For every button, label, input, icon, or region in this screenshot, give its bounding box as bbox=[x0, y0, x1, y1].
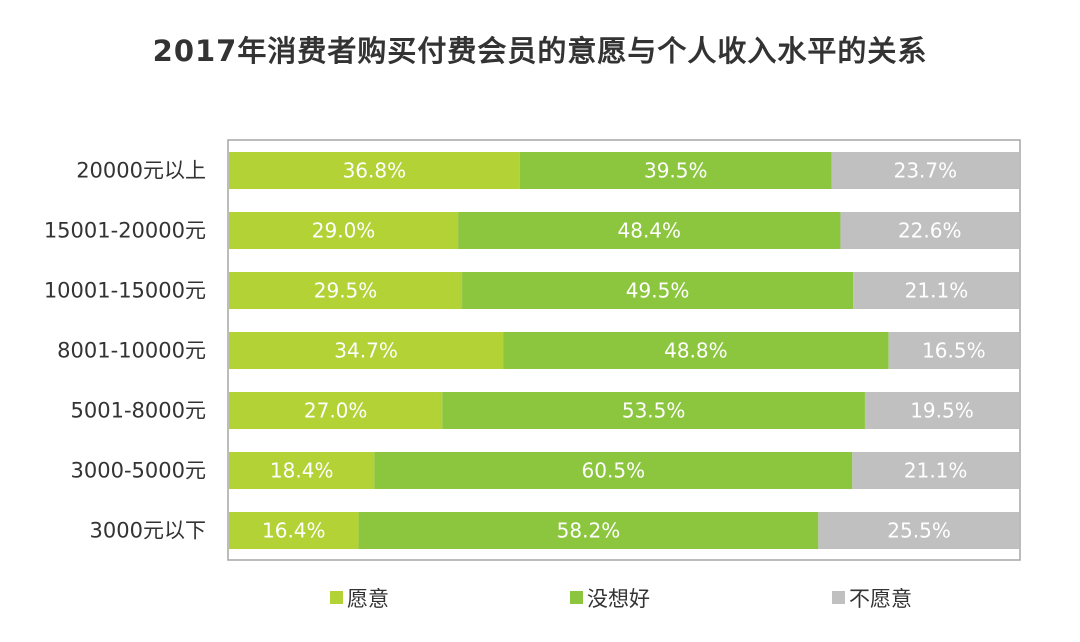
bar-segment bbox=[888, 332, 1019, 369]
bar-segment bbox=[458, 212, 841, 249]
data-label: 22.6% bbox=[898, 219, 962, 243]
bar-segment bbox=[442, 392, 865, 429]
bar-segment bbox=[229, 272, 463, 309]
category-labels: 20000元以上 15001-20000元 10001-15000元 8001-100… bbox=[44, 159, 206, 543]
data-label: 16.5% bbox=[922, 339, 986, 363]
data-label: 39.5% bbox=[644, 159, 708, 183]
data-label: 49.5% bbox=[626, 279, 690, 303]
data-label: 21.1% bbox=[904, 459, 968, 483]
bar-segment bbox=[462, 272, 854, 309]
data-label: 53.5% bbox=[622, 399, 686, 423]
bar-segment bbox=[229, 212, 459, 249]
bar-segment bbox=[864, 392, 1019, 429]
bar-segment bbox=[374, 452, 853, 489]
bar-segment bbox=[358, 512, 819, 549]
bar-segment bbox=[519, 152, 832, 189]
data-label: 16.4% bbox=[262, 519, 326, 543]
category-label: 10001-15000元 bbox=[44, 279, 206, 303]
data-label: 19.5% bbox=[910, 399, 974, 423]
category-label: 20000元以上 bbox=[76, 159, 206, 183]
legend-swatch bbox=[330, 591, 343, 604]
data-label: 27.0% bbox=[304, 399, 368, 423]
bar-segment bbox=[229, 452, 375, 489]
legend-label: 不愿意 bbox=[849, 587, 912, 611]
data-label: 60.5% bbox=[582, 459, 646, 483]
legend-label: 愿意 bbox=[347, 587, 389, 611]
bar-segment bbox=[229, 152, 520, 189]
chart-title: 2017年消费者购买付费会员的意愿与个人收入水平的关系 bbox=[152, 34, 928, 68]
legend: 愿意 没想好 不愿意 bbox=[330, 587, 912, 611]
legend-swatch bbox=[570, 591, 583, 604]
bar-segment bbox=[503, 332, 889, 369]
category-label: 3000元以下 bbox=[90, 519, 206, 543]
category-label: 5001-8000元 bbox=[71, 399, 206, 423]
bar-segment bbox=[831, 152, 1019, 189]
bar-segment bbox=[840, 212, 1019, 249]
data-label: 25.5% bbox=[887, 519, 951, 543]
plot-area-border bbox=[227, 139, 1021, 561]
bars-layer: 36.8% 39.5% 23.7% 29.0% 48.4% 22.6% 29.5% 49.5%… bbox=[229, 152, 1020, 549]
data-label: 29.0% bbox=[312, 219, 376, 243]
data-label: 18.4% bbox=[270, 459, 334, 483]
bar-segment bbox=[229, 392, 443, 429]
bar-segment bbox=[818, 512, 1020, 549]
category-label: 15001-20000元 bbox=[44, 219, 206, 243]
legend-swatch bbox=[832, 591, 845, 604]
bar-segment bbox=[229, 512, 359, 549]
bar-segment bbox=[852, 452, 1019, 489]
category-label: 3000-5000元 bbox=[71, 459, 206, 483]
data-label: 48.4% bbox=[618, 219, 682, 243]
category-label: 8001-10000元 bbox=[57, 339, 206, 363]
data-label: 34.7% bbox=[334, 339, 398, 363]
bar-segment bbox=[229, 332, 504, 369]
data-label: 29.5% bbox=[314, 279, 378, 303]
bar-segment bbox=[853, 272, 1020, 309]
legend-label: 没想好 bbox=[587, 587, 650, 611]
data-label: 36.8% bbox=[343, 159, 407, 183]
data-label: 58.2% bbox=[557, 519, 621, 543]
data-label: 48.8% bbox=[664, 339, 728, 363]
data-label: 23.7% bbox=[894, 159, 958, 183]
data-label: 21.1% bbox=[905, 279, 969, 303]
